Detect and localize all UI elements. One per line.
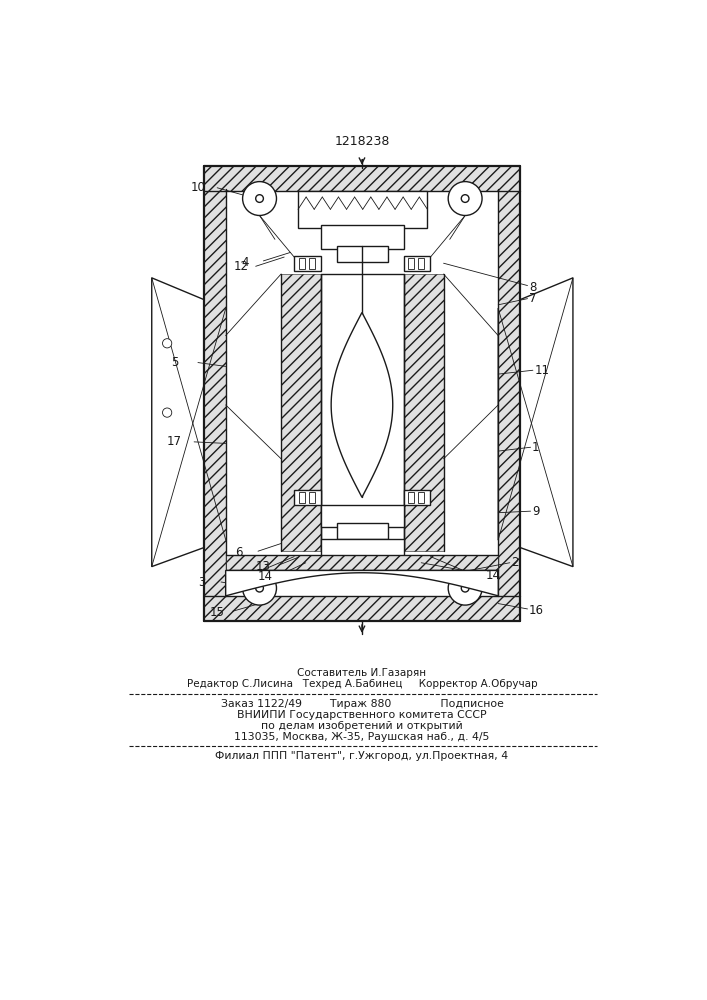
Text: 15: 15 <box>209 606 224 619</box>
Bar <box>204 189 226 597</box>
Text: 1218238: 1218238 <box>334 135 390 148</box>
Circle shape <box>448 182 482 215</box>
Bar <box>294 490 321 505</box>
Text: ВНИИПИ Государственного комитета СССР: ВНИИПИ Государственного комитета СССР <box>237 710 486 720</box>
Bar <box>404 490 431 505</box>
Text: 6: 6 <box>235 546 243 559</box>
Bar <box>299 258 305 269</box>
Bar <box>418 258 424 269</box>
Circle shape <box>163 339 172 348</box>
Text: 16: 16 <box>529 604 544 617</box>
Polygon shape <box>498 278 573 567</box>
Text: 14: 14 <box>486 569 501 582</box>
Bar <box>321 274 404 551</box>
Text: 10: 10 <box>190 181 205 194</box>
Polygon shape <box>331 312 393 497</box>
Bar <box>404 274 443 551</box>
Polygon shape <box>226 570 498 596</box>
Text: Филиал ППП "Патент", г.Ужгород, ул.Проектная, 4: Филиал ППП "Патент", г.Ужгород, ул.Проек… <box>216 751 508 761</box>
Text: Составитель И.Газарян: Составитель И.Газарян <box>298 668 426 678</box>
Bar <box>204 166 520 191</box>
Bar <box>309 492 315 503</box>
Text: 8: 8 <box>529 281 537 294</box>
Text: 7: 7 <box>529 292 537 305</box>
Bar <box>321 539 404 556</box>
Text: 14: 14 <box>258 570 273 583</box>
Bar <box>408 258 414 269</box>
Bar <box>309 258 315 269</box>
Text: 1: 1 <box>532 441 539 454</box>
Bar <box>418 492 424 503</box>
Bar <box>337 246 388 262</box>
Text: 13: 13 <box>256 560 271 573</box>
Circle shape <box>163 408 172 417</box>
Text: 113035, Москва, Ж-35, Раушская наб., д. 4/5: 113035, Москва, Ж-35, Раушская наб., д. … <box>234 732 490 742</box>
Text: 4: 4 <box>241 256 249 269</box>
Circle shape <box>448 571 482 605</box>
Circle shape <box>243 182 276 215</box>
Circle shape <box>461 584 469 592</box>
Bar <box>321 505 404 527</box>
Text: 17: 17 <box>167 435 182 448</box>
Text: 5: 5 <box>171 356 178 369</box>
Bar <box>337 523 388 539</box>
Text: Заказ 1122/49        Тираж 880              Подписное: Заказ 1122/49 Тираж 880 Подписное <box>221 699 503 709</box>
Text: 12: 12 <box>234 260 249 273</box>
Text: 2: 2 <box>511 556 519 569</box>
Bar <box>281 274 321 551</box>
Text: по делам изобретений и открытий: по делам изобретений и открытий <box>261 721 463 731</box>
Bar <box>299 492 305 503</box>
Polygon shape <box>152 278 226 567</box>
Text: Редактор С.Лисина   Техред А.Бабинец     Корректор А.Обручар: Редактор С.Лисина Техред А.Бабинец Корре… <box>187 679 537 689</box>
Circle shape <box>256 584 264 592</box>
Bar <box>321 225 404 249</box>
Circle shape <box>461 195 469 202</box>
Text: 3: 3 <box>198 576 205 588</box>
Circle shape <box>256 195 264 202</box>
Text: 9: 9 <box>532 505 539 518</box>
Bar <box>226 555 498 570</box>
Bar <box>404 256 431 271</box>
Text: 11: 11 <box>534 364 549 377</box>
Circle shape <box>243 571 276 605</box>
Bar <box>204 596 520 620</box>
Bar <box>298 191 426 228</box>
Bar <box>408 492 414 503</box>
Bar <box>498 189 520 597</box>
Bar <box>294 256 321 271</box>
